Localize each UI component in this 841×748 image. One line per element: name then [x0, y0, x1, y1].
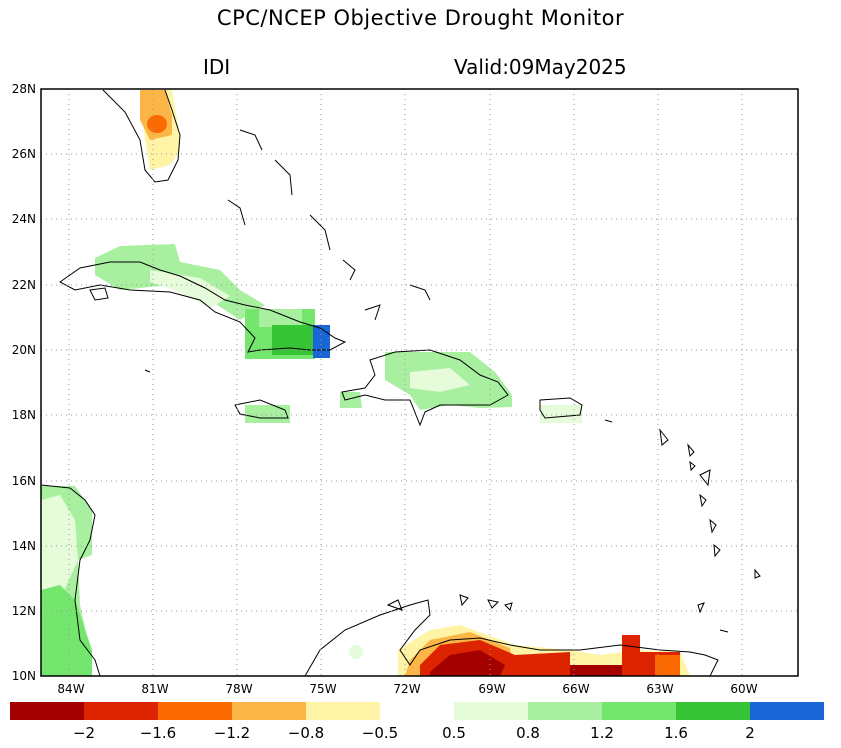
map-frame	[40, 88, 799, 677]
lat-axis: 28N 26N 24N 22N 20N 18N 16N 14N 12N 10N	[12, 82, 36, 683]
lat-tick: 12N	[12, 604, 36, 618]
lon-tick: 72W	[393, 682, 420, 696]
index-label: IDI	[203, 55, 231, 79]
lon-tick: 84W	[57, 682, 84, 696]
colorbar-label: −0.5	[362, 724, 398, 742]
map-title: CPC/NCEP Objective Drought Monitor	[216, 6, 625, 30]
lon-tick: 75W	[309, 682, 336, 696]
colorbar-swatch	[602, 702, 676, 720]
lon-tick: 69W	[478, 682, 505, 696]
lat-tick: 10N	[12, 669, 36, 683]
lat-tick: 24N	[12, 212, 36, 226]
lon-tick: 60W	[730, 682, 757, 696]
colorbar-swatch	[750, 702, 824, 720]
lon-tick: 63W	[646, 682, 673, 696]
colorbar-label: −1.6	[140, 724, 176, 742]
colorbar-swatch	[454, 702, 528, 720]
lon-axis: 84W 81W 78W 75W 72W 69W 66W 63W 60W	[57, 682, 757, 696]
drought-shading	[41, 90, 690, 676]
lon-tick: 78W	[225, 682, 252, 696]
colorbar-swatch	[528, 702, 602, 720]
colorbar-swatch	[306, 702, 380, 720]
colorbar-label: 0.5	[442, 724, 466, 742]
colorbar-label: 0.8	[516, 724, 540, 742]
lon-tick: 81W	[141, 682, 168, 696]
colorbar-label: −0.8	[288, 724, 324, 742]
colorbar-swatch	[84, 702, 158, 720]
lat-tick: 22N	[12, 278, 36, 292]
colorbar-label: 1.2	[590, 724, 614, 742]
lat-tick: 16N	[12, 474, 36, 488]
colorbar	[10, 702, 824, 720]
lat-tick: 26N	[12, 147, 36, 161]
lon-tick: 66W	[562, 682, 589, 696]
colorbar-label: −1.2	[214, 724, 250, 742]
map-gridlines	[41, 89, 798, 676]
colorbar-swatch	[158, 702, 232, 720]
colorbar-label: −2	[73, 724, 95, 742]
lat-tick: 14N	[12, 539, 36, 553]
colorbar-label: 1.6	[664, 724, 688, 742]
lat-tick: 18N	[12, 408, 36, 422]
colorbar-label: 2	[745, 724, 755, 742]
colorbar-swatch	[232, 702, 306, 720]
lat-tick: 28N	[12, 82, 36, 96]
colorbar-swatch	[380, 702, 454, 720]
colorbar-swatch	[10, 702, 84, 720]
colorbar-swatch	[676, 702, 750, 720]
coastlines	[41, 89, 761, 676]
lat-tick: 20N	[12, 343, 36, 357]
valid-date-label: Valid:09May2025	[454, 55, 627, 79]
colorbar-labels: −2 −1.6 −1.2 −0.8 −0.5 0.5 0.8 1.2 1.6 2	[73, 724, 755, 742]
